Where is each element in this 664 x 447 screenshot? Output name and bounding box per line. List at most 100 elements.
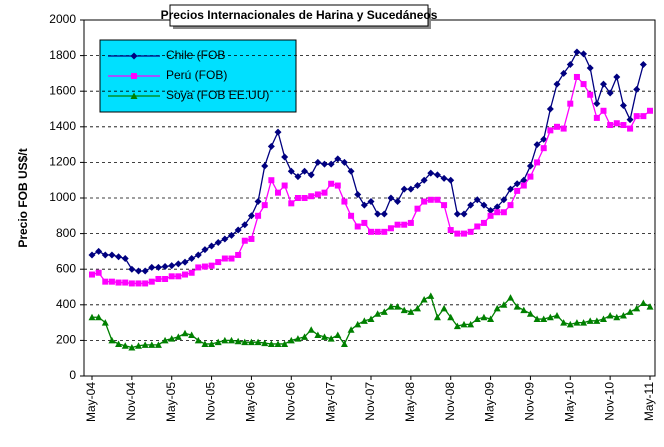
marker xyxy=(440,174,448,182)
marker xyxy=(360,201,368,209)
marker xyxy=(407,219,414,226)
marker xyxy=(241,221,249,229)
marker xyxy=(400,306,408,314)
marker xyxy=(447,313,455,321)
marker xyxy=(560,319,568,326)
legend-marker xyxy=(130,52,138,60)
y-tick-label: 1400 xyxy=(49,119,76,133)
marker xyxy=(194,336,202,344)
marker xyxy=(467,320,475,328)
marker xyxy=(341,198,348,205)
marker xyxy=(566,61,574,68)
marker xyxy=(453,322,461,330)
marker xyxy=(248,235,255,242)
marker xyxy=(354,190,362,198)
marker xyxy=(188,331,196,339)
marker xyxy=(573,73,580,80)
marker xyxy=(267,142,275,150)
marker xyxy=(154,341,162,348)
marker xyxy=(287,167,295,175)
marker xyxy=(347,167,355,175)
marker xyxy=(221,336,229,344)
y-tick-label: 400 xyxy=(56,297,76,311)
marker xyxy=(394,198,402,206)
marker xyxy=(593,317,601,324)
marker xyxy=(374,228,381,235)
marker xyxy=(553,80,561,88)
marker xyxy=(115,340,123,347)
marker xyxy=(421,198,428,205)
marker xyxy=(102,278,109,285)
marker xyxy=(95,313,103,321)
marker xyxy=(427,292,435,299)
marker xyxy=(175,273,182,280)
y-tick-label: 1200 xyxy=(49,155,76,169)
marker xyxy=(321,333,328,340)
marker xyxy=(547,127,554,134)
marker xyxy=(414,205,421,212)
title-box xyxy=(169,4,429,27)
marker xyxy=(234,226,242,234)
marker xyxy=(467,228,474,235)
marker xyxy=(334,155,342,163)
marker xyxy=(474,223,481,230)
marker xyxy=(301,333,309,340)
marker xyxy=(633,85,641,93)
marker xyxy=(307,326,315,333)
marker xyxy=(281,340,289,347)
marker xyxy=(275,189,281,196)
marker xyxy=(261,202,268,209)
marker xyxy=(567,100,574,107)
marker xyxy=(646,303,654,310)
marker xyxy=(407,185,415,193)
marker xyxy=(461,230,467,237)
marker xyxy=(88,251,96,259)
marker xyxy=(534,159,541,166)
marker xyxy=(294,335,302,342)
x-tick-label: Nov-05 xyxy=(204,382,218,421)
marker xyxy=(639,299,647,307)
marker xyxy=(348,212,355,219)
marker xyxy=(88,313,96,321)
marker xyxy=(580,81,587,88)
marker xyxy=(526,162,534,170)
marker xyxy=(367,198,375,206)
x-tick-label: May-06 xyxy=(244,382,258,422)
marker xyxy=(215,259,222,266)
marker xyxy=(600,107,607,114)
marker xyxy=(154,263,162,271)
marker xyxy=(101,251,109,259)
marker xyxy=(500,209,507,216)
x-tick-label: May-10 xyxy=(562,382,576,422)
marker xyxy=(327,335,335,342)
marker xyxy=(454,230,461,237)
marker xyxy=(174,260,182,268)
marker xyxy=(201,263,208,270)
x-tick-label: May-09 xyxy=(483,382,497,422)
marker xyxy=(195,264,202,271)
marker xyxy=(514,187,521,194)
marker xyxy=(441,202,448,209)
marker xyxy=(619,101,627,109)
marker xyxy=(546,105,554,113)
marker xyxy=(334,182,341,189)
marker xyxy=(181,329,189,337)
marker xyxy=(433,313,441,321)
marker xyxy=(128,280,135,287)
marker xyxy=(639,61,647,68)
marker xyxy=(607,122,614,129)
marker xyxy=(533,315,541,323)
marker xyxy=(228,336,235,344)
marker xyxy=(480,219,487,226)
marker xyxy=(221,255,228,262)
marker xyxy=(168,262,176,270)
marker xyxy=(434,196,441,203)
marker xyxy=(247,212,255,220)
marker xyxy=(586,64,594,72)
marker xyxy=(619,311,627,319)
marker xyxy=(208,262,215,269)
marker xyxy=(473,315,481,323)
marker xyxy=(168,335,176,342)
marker xyxy=(261,339,269,347)
marker xyxy=(115,253,123,261)
